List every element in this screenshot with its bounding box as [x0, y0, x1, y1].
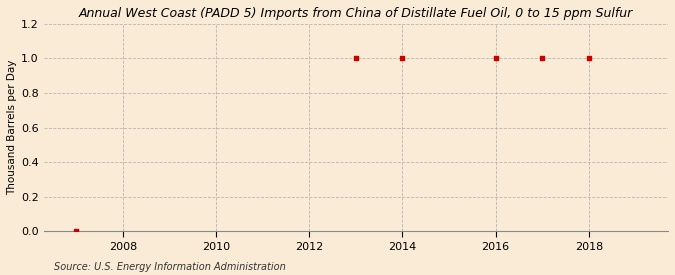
Point	[490, 56, 501, 60]
Y-axis label: Thousand Barrels per Day: Thousand Barrels per Day	[7, 60, 17, 195]
Point	[537, 56, 547, 60]
Title: Annual West Coast (PADD 5) Imports from China of Distillate Fuel Oil, 0 to 15 pp: Annual West Coast (PADD 5) Imports from …	[79, 7, 633, 20]
Point	[350, 56, 361, 60]
Point	[397, 56, 408, 60]
Point	[583, 56, 594, 60]
Text: Source: U.S. Energy Information Administration: Source: U.S. Energy Information Administ…	[54, 262, 286, 272]
Point	[71, 229, 82, 233]
